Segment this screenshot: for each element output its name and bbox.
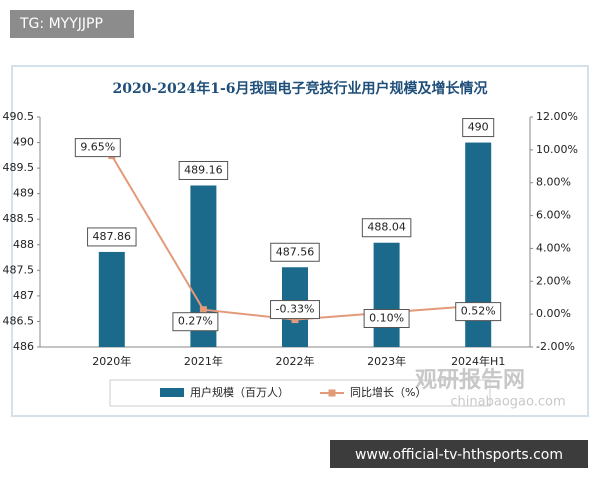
y2-tick-label: 6.00% [536,209,571,222]
y2-tick-label: 0.00% [536,307,571,320]
line-value-label: 0.10% [369,312,404,325]
line-value-label-box [270,300,320,320]
x-tick-label: 2020年 [92,354,131,368]
line-value-label: -0.33% [276,303,315,316]
y2-tick-label: 12.00% [536,110,578,123]
y-tick-label: 487 [13,289,34,302]
line-value-label-box [74,138,121,158]
y-tick-label: 490 [13,136,34,149]
bar-value-label: 490 [468,121,489,134]
x-tick-label: 2022年 [276,354,315,368]
badge: TG: MYYJJPP [19,16,103,32]
bar-value-label-box [178,160,229,180]
y2-tick-label: 4.00% [536,241,571,254]
x-tick-label: 2021年 [184,354,223,368]
y-tick-label: 486 [13,340,34,353]
y2-tick-label: 10.00% [536,143,578,156]
y-tick-label: 486.5 [3,314,35,327]
bar-value-label-box [87,227,137,247]
x-tick-label: 2024年H1 [451,354,505,368]
y-tick-label: 488.5 [3,212,35,225]
chart-title: 2020-2024年1-6月我国电子竞技行业用户规模及增长情况 [112,80,487,97]
y2-tick-label: -2.00% [536,340,575,353]
line-marker [291,316,299,324]
y-tick-label: 488 [13,238,34,251]
badge-bg [10,10,134,38]
legend-label: 用户规模（百万人） [190,385,289,399]
legend-box [109,379,491,407]
watermark: 观研报告网 [415,368,525,393]
bar-value-label: 488.04 [367,221,406,234]
line-value-label-box [363,309,410,328]
bar-value-label-box [462,118,495,138]
bar [373,242,400,347]
bar-value-label: 487.56 [276,245,315,258]
line-value-label: 0.27% [178,315,213,328]
y2-tick-label: 8.00% [536,176,571,189]
legend-swatch [328,389,336,397]
watermark-url: chinabaogao.com [450,395,565,410]
banner-bg [330,440,588,468]
x-tick-label: 2023年 [367,354,406,368]
y-tick-label: 489.5 [3,161,35,174]
bar-value-label: 487.86 [93,230,132,243]
line-value-label: 0.52% [461,305,496,318]
bar [98,251,125,347]
line-value-label-box [172,312,219,332]
legend-label: 同比增长（%） [350,385,426,399]
bar-value-label: 489.16 [184,163,223,176]
legend-swatch [160,388,184,397]
banner: www.official-tv-hthsports.com [355,447,563,463]
line-marker [199,306,207,314]
bar-value-label-box [270,242,320,262]
bar-value-label-box [361,218,412,238]
line-value-label: 9.65% [80,141,115,154]
y-tick-label: 487.5 [3,263,35,276]
line-value-label-box [455,302,502,322]
y-tick-label: 489 [13,187,34,200]
y2-tick-label: 2.00% [536,274,571,287]
y-tick-label: 490.5 [3,110,35,123]
